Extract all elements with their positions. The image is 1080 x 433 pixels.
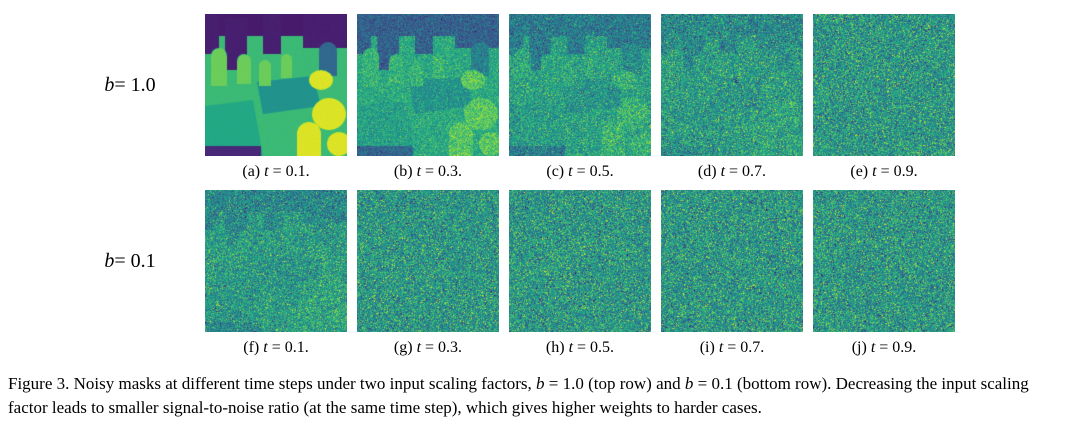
panel-caption-value: = 0.7. [723,339,765,356]
panel-caption-index: (b) [393,163,417,180]
noisy-mask-image [813,14,955,156]
panel-caption-index: (a) [242,163,265,180]
math-var-t: t [720,163,726,180]
figure-caption-text: = 1.0 (top row) and [544,374,685,393]
math-var-b: b [536,374,545,393]
panel-caption-index: (e) [850,163,873,180]
panel-caption-value: = 0.7. [725,163,767,180]
figure-row: b = 0.1 (f) t = 0.1. (g) t = 0.3. (h) t … [0,190,1080,358]
mask-panel: (f) t = 0.1. [205,190,347,357]
panel-caption-index: (h) [545,339,569,356]
noisy-mask-image [509,190,651,332]
noisy-mask-image [661,190,803,332]
mask-panel: (e) t = 0.9. [813,14,955,181]
row-label-value: = 1.0 [114,73,156,96]
row-label: b = 0.1 [0,190,205,358]
noisy-mask-image [205,14,347,156]
math-var-t: t [718,339,724,356]
math-var-t: t [568,163,573,180]
panel-group: (f) t = 0.1. (g) t = 0.3. (h) t = 0.5. (… [205,190,955,357]
panel-caption-index: (j) [851,339,871,356]
panel-caption: (j) t = 0.9. [813,339,955,357]
panel-caption: (d) t = 0.7. [661,163,803,181]
panel-caption-value: = 0.3. [421,339,463,356]
mask-panel: (d) t = 0.7. [661,14,803,181]
panel-caption-index: (i) [699,339,719,356]
noisy-mask-image [661,14,803,156]
row-label-value: = 0.1 [114,249,156,272]
math-var-t: t [416,339,422,356]
math-var-t: t [870,339,876,356]
panel-caption-index: (f) [243,339,264,356]
panel-caption-value: = 0.9. [875,339,917,356]
panel-caption-value: = 0.1. [267,339,309,356]
math-var-t: t [568,339,574,356]
math-var-t: t [416,163,422,180]
mask-panel: (i) t = 0.7. [661,190,803,357]
noisy-mask-image [205,190,347,332]
panel-caption-value: = 0.5. [572,163,614,180]
panel-caption: (c) t = 0.5. [509,163,651,181]
figure-caption-text: Figure 3. Noisy masks at different time … [8,374,537,393]
math-var-t: t [872,163,877,180]
mask-panel: (a) t = 0.1. [205,14,347,181]
panel-caption: (i) t = 0.7. [661,339,803,357]
panel-group: (a) t = 0.1. (b) t = 0.3. (c) t = 0.5. (… [205,14,955,181]
figure-3: b = 1.0 (a) t = 0.1. (b) t = 0.3. (c) t … [0,14,1080,420]
figure-rows: b = 1.0 (a) t = 0.1. (b) t = 0.3. (c) t … [0,14,1080,358]
math-var-t: t [264,163,269,180]
row-label: b = 1.0 [0,14,205,182]
figure-caption-text: = 0.1 (bottom row). Decreasing the input… [8,374,1029,418]
math-var-b: b [684,374,694,393]
mask-panel: (j) t = 0.9. [813,190,955,357]
noisy-mask-image [509,14,651,156]
noisy-mask-image [357,14,499,156]
panel-caption-index: (c) [546,163,569,180]
figure-row: b = 1.0 (a) t = 0.1. (b) t = 0.3. (c) t … [0,14,1080,182]
mask-panel: (c) t = 0.5. [509,14,651,181]
math-var-t: t [263,339,268,356]
math-var-b: b [104,73,115,96]
panel-caption: (b) t = 0.3. [357,163,499,181]
noisy-mask-image [357,190,499,332]
mask-panel: (g) t = 0.3. [357,190,499,357]
noisy-mask-image [813,190,955,332]
panel-caption: (h) t = 0.5. [509,339,651,357]
panel-caption-index: (d) [697,163,721,180]
mask-panel: (h) t = 0.5. [509,190,651,357]
panel-caption: (f) t = 0.1. [205,339,347,357]
panel-caption-index: (g) [393,339,417,356]
panel-caption-value: = 0.1. [268,163,310,180]
panel-caption: (e) t = 0.9. [813,163,955,181]
panel-caption-value: = 0.5. [573,339,615,356]
panel-caption: (a) t = 0.1. [205,163,347,181]
panel-caption: (g) t = 0.3. [357,339,499,357]
math-var-b: b [104,249,115,272]
mask-panel: (b) t = 0.3. [357,14,499,181]
panel-caption-value: = 0.3. [421,163,463,180]
figure-caption: Figure 3. Noisy masks at different time … [8,372,1072,420]
panel-caption-value: = 0.9. [876,163,918,180]
